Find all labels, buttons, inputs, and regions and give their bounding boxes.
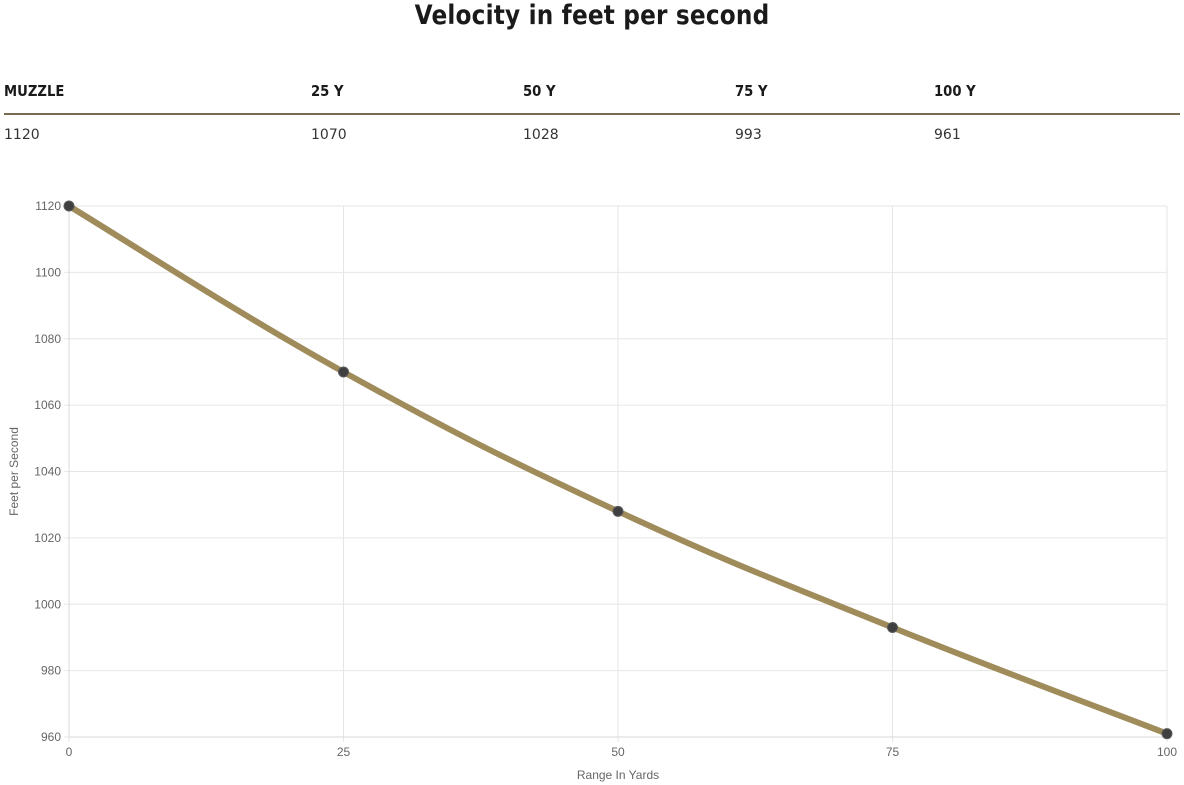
data-point[interactable]	[612, 505, 624, 517]
x-tick-label: 75	[886, 745, 900, 759]
x-tick-label: 0	[66, 745, 73, 759]
value-25-yards: 1070	[311, 127, 347, 143]
value-100-yards: 961	[934, 127, 961, 143]
table-value-row: 1120 1070 1028 993 961	[4, 115, 1180, 155]
header-75-yards: 75 Y	[735, 82, 768, 100]
data-point[interactable]	[887, 621, 898, 633]
y-tick-label: 1040	[34, 465, 61, 479]
header-muzzle: MUZZLE	[4, 82, 65, 100]
y-tick-label: 1000	[34, 597, 61, 611]
data-point[interactable]	[1161, 728, 1173, 740]
x-tick-label: 50	[611, 745, 625, 759]
value-75-yards: 993	[735, 127, 762, 143]
y-tick-label: 1060	[34, 398, 61, 412]
y-axis-title: Feet per Second	[7, 427, 21, 516]
y-tick-label: 1120	[35, 199, 61, 213]
y-tick-label: 1100	[35, 265, 61, 279]
velocity-table: MUZZLE 25 Y 50 Y 75 Y 100 Y 1120 1070 10…	[4, 78, 1180, 155]
chart-grid	[64, 205, 1168, 742]
value-50-yards: 1028	[523, 127, 559, 143]
table-header-row: MUZZLE 25 Y 50 Y 75 Y 100 Y	[4, 78, 1180, 115]
header-50-yards: 50 Y	[523, 82, 556, 100]
x-axis-title: Range In Yards	[577, 768, 659, 782]
y-tick-label: 960	[41, 730, 61, 744]
chart-axes	[68, 206, 1167, 738]
header-25-yards: 25 Y	[311, 82, 344, 100]
chart-labels: 960 980 1000 1020 1040 1060 1080 1100 1120 0 25 50 7…	[7, 199, 1177, 782]
y-tick-label: 1080	[34, 332, 61, 346]
value-muzzle: 1120	[4, 127, 40, 143]
chart-points	[63, 200, 1173, 740]
page-title: Velocity in feet per second	[414, 0, 770, 31]
x-tick-label: 25	[337, 745, 351, 759]
y-tick-label: 1020	[34, 531, 61, 545]
y-tick-label: 980	[41, 664, 61, 678]
header-100-yards: 100 Y	[934, 82, 976, 100]
x-tick-label: 100	[1157, 745, 1177, 759]
data-point[interactable]	[63, 200, 75, 212]
data-point[interactable]	[338, 366, 349, 378]
